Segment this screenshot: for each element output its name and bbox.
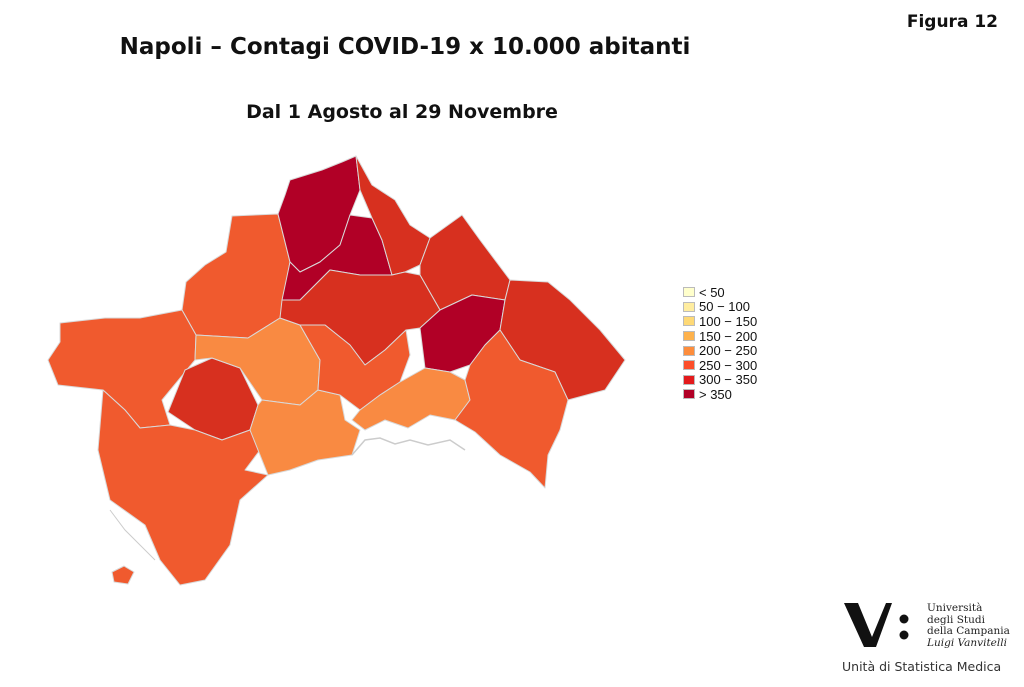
logo-line: della Campania bbox=[927, 625, 1010, 637]
legend-item: 100 − 150 bbox=[683, 314, 757, 329]
legend-swatch bbox=[683, 301, 695, 312]
legend-label: 250 − 300 bbox=[699, 357, 758, 373]
map-zone bbox=[249, 389, 361, 476]
legend-swatch bbox=[683, 316, 695, 327]
unit-label: Unità di Statistica Medica bbox=[842, 659, 1002, 674]
map-zone bbox=[419, 214, 511, 311]
legend-item: 250 − 300 bbox=[683, 358, 757, 373]
vanvitelli-logo-mark bbox=[844, 603, 909, 647]
legend-label: 300 − 350 bbox=[699, 372, 758, 388]
map-zone bbox=[181, 213, 291, 339]
legend-item: 50 − 100 bbox=[683, 299, 757, 315]
map-zone bbox=[111, 565, 135, 585]
legend-label: 150 − 200 bbox=[699, 328, 758, 344]
legend-item: 300 − 350 bbox=[683, 372, 758, 388]
legend-swatch bbox=[683, 345, 695, 356]
map-zone bbox=[299, 324, 411, 411]
chart-title: Napoli – Contagi COVID-19 x 10.000 abita… bbox=[119, 34, 691, 60]
legend-label: > 350 bbox=[699, 386, 732, 402]
legend: < 50 50 − 100 100 − 150 150 − 200 200 − 250 2… bbox=[683, 285, 757, 402]
logo-text: Università degli Studi della Campania Lu… bbox=[927, 602, 1010, 649]
logo-line: Università bbox=[927, 602, 983, 614]
legend-item: > 350 bbox=[683, 387, 757, 402]
legend-swatch bbox=[683, 331, 695, 342]
coastline bbox=[109, 509, 156, 561]
legend-item: < 50 bbox=[683, 285, 757, 300]
legend-swatch bbox=[683, 360, 695, 371]
map-zone bbox=[454, 329, 569, 489]
legend-label: 200 − 250 bbox=[699, 343, 758, 359]
legend-item: 200 − 250 bbox=[683, 343, 757, 358]
legend-label: < 50 bbox=[699, 284, 725, 300]
legend-item: 150 − 200 bbox=[683, 329, 757, 344]
map-zone bbox=[499, 279, 626, 401]
university-logo: Università degli Studi della Campania Lu… bbox=[842, 597, 1017, 682]
legend-swatch bbox=[683, 287, 695, 298]
chart-subtitle: Dal 1 Agosto al 29 Novembre bbox=[246, 101, 558, 123]
legend-swatch bbox=[683, 389, 695, 400]
coastline bbox=[351, 437, 466, 456]
map-zone bbox=[355, 155, 431, 276]
figure-label: Figura 12 bbox=[906, 12, 998, 32]
legend-label: 100 − 150 bbox=[699, 313, 758, 329]
legend-label: 50 − 100 bbox=[699, 299, 750, 315]
choropleth-map bbox=[47, 155, 626, 586]
legend-swatch bbox=[683, 374, 695, 385]
logo-line-italic: Luigi Vanvitelli bbox=[927, 636, 1007, 649]
logo-line: degli Studi bbox=[927, 613, 985, 626]
